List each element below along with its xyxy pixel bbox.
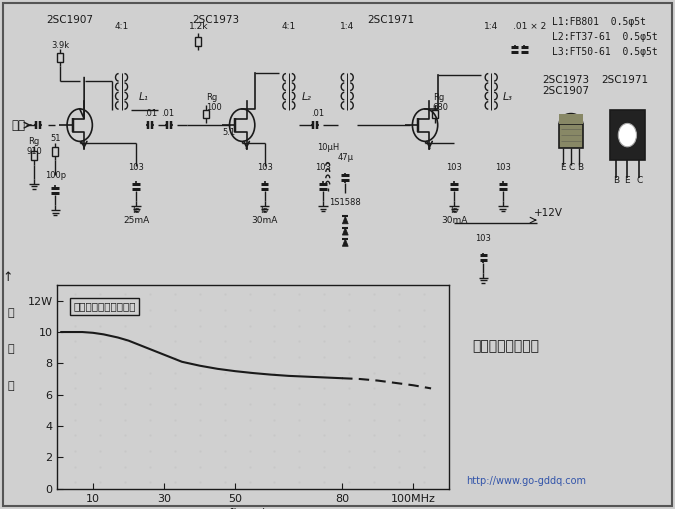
Text: http://www.go-gddq.com: http://www.go-gddq.com	[466, 475, 587, 486]
Bar	[560, 124, 583, 148]
Text: 2SC1971: 2SC1971	[367, 15, 414, 24]
Text: C: C	[568, 163, 574, 172]
Text: 4:1: 4:1	[115, 22, 129, 31]
Text: 10μH: 10μH	[317, 143, 339, 152]
Text: L₁: L₁	[139, 92, 149, 102]
Text: Iᴅ: Iᴅ	[450, 206, 458, 215]
Text: 100: 100	[206, 103, 222, 112]
Text: ッ: ッ	[7, 344, 14, 354]
Text: 3.9k: 3.9k	[51, 41, 70, 50]
Text: 103: 103	[315, 163, 331, 172]
Text: 100p: 100p	[45, 171, 66, 180]
Text: 2SC1971: 2SC1971	[601, 75, 648, 84]
Bar	[57, 53, 63, 62]
Text: 高频宽带功率放大电路: 高频宽带功率放大电路	[73, 301, 136, 312]
Text: 2SC1973: 2SC1973	[192, 15, 240, 24]
Text: L1:FB801  0.5φ5t: L1:FB801 0.5φ5t	[551, 17, 645, 27]
Text: C: C	[636, 176, 643, 185]
Text: 4:1: 4:1	[281, 22, 296, 31]
Text: Rg: Rg	[28, 137, 40, 146]
Polygon shape	[560, 114, 583, 124]
Text: 47μ: 47μ	[338, 153, 353, 162]
Text: 30mA: 30mA	[441, 216, 467, 224]
Text: 25mA: 25mA	[123, 216, 149, 224]
Text: ワ: ワ	[7, 307, 14, 318]
Text: 103: 103	[495, 163, 511, 172]
Text: .01: .01	[161, 109, 174, 119]
Text: L3:FT50-61  0.5φ5t: L3:FT50-61 0.5φ5t	[551, 47, 657, 57]
Text: 910: 910	[26, 147, 42, 156]
Polygon shape	[342, 239, 348, 246]
Text: Iᴅ: Iᴅ	[132, 206, 140, 215]
Text: 2SC1907: 2SC1907	[543, 86, 589, 96]
Text: ↑: ↑	[3, 271, 13, 284]
Text: 30mA: 30mA	[251, 216, 277, 224]
Text: 680: 680	[433, 103, 449, 112]
Text: ト: ト	[7, 381, 14, 391]
Bar	[610, 110, 645, 160]
Text: L2:FT37-61  0.5φ5t: L2:FT37-61 0.5φ5t	[551, 32, 657, 42]
Text: 103: 103	[446, 163, 462, 172]
Text: 入力: 入力	[11, 119, 26, 132]
Polygon shape	[342, 216, 348, 224]
Circle shape	[618, 123, 637, 147]
Text: 103: 103	[256, 163, 273, 172]
Text: E: E	[624, 176, 630, 185]
Text: 1:4: 1:4	[340, 22, 354, 31]
Bar	[31, 151, 37, 160]
Text: 周波数对出力電力: 周波数对出力電力	[472, 339, 540, 353]
Text: 5.1: 5.1	[223, 128, 236, 137]
Bar	[53, 147, 58, 156]
Bar	[203, 109, 209, 118]
Text: 2SC1907: 2SC1907	[47, 15, 93, 24]
Text: Rg: Rg	[206, 93, 217, 102]
Text: +12V: +12V	[534, 208, 563, 218]
Text: Rg: Rg	[433, 93, 444, 102]
Text: B: B	[613, 176, 619, 185]
Bar	[196, 37, 201, 46]
X-axis label: f(MHz)→: f(MHz)→	[229, 507, 277, 509]
Text: 1S1588: 1S1588	[329, 198, 361, 207]
Text: 51: 51	[50, 134, 61, 144]
Bar	[432, 109, 437, 118]
Text: 2SC1973: 2SC1973	[543, 75, 590, 84]
Text: 1.2k: 1.2k	[188, 22, 208, 31]
Text: B: B	[577, 163, 583, 172]
Text: L₃: L₃	[503, 92, 513, 102]
Text: .01: .01	[144, 109, 157, 119]
Text: E: E	[560, 163, 566, 172]
Text: Iᴅ: Iᴅ	[261, 206, 269, 215]
Text: .01 × 2: .01 × 2	[512, 22, 546, 31]
Text: .01: .01	[311, 109, 325, 119]
Polygon shape	[342, 228, 348, 235]
Text: 1:4: 1:4	[484, 22, 498, 31]
Text: L₂: L₂	[302, 92, 311, 102]
Text: 103: 103	[475, 234, 491, 243]
Text: 103: 103	[128, 163, 144, 172]
